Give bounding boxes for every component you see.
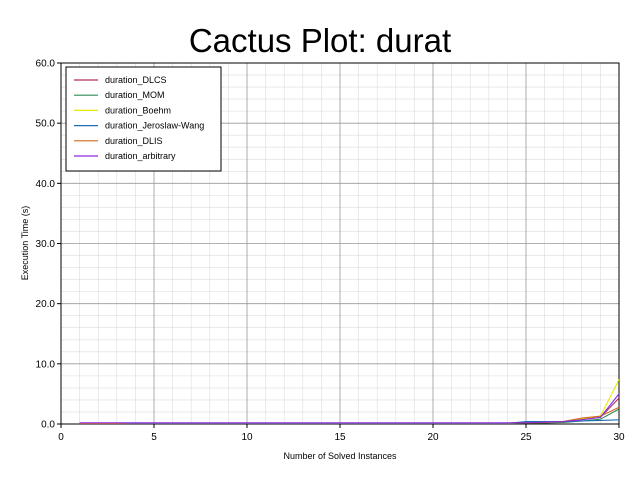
x-tick-label: 10 <box>241 432 253 443</box>
y-axis-label: Execution Time (s) <box>20 206 30 281</box>
legend-label: duration_DLIS <box>105 136 163 146</box>
y-axis-ticks: 0.0 10.0 20.0 30.0 40.0 50.0 60.0 <box>36 59 61 431</box>
y-tick-label: 60.0 <box>36 59 56 70</box>
legend-box <box>65 66 222 172</box>
legend-label: duration_Boehm <box>105 105 171 115</box>
y-tick-label: 10.0 <box>36 359 56 370</box>
y-tick-label: 30.0 <box>36 239 56 250</box>
x-tick-label: 15 <box>334 432 346 443</box>
x-tick-label: 5 <box>151 432 157 443</box>
series-lines <box>79 379 620 424</box>
y-tick-label: 0.0 <box>41 420 55 431</box>
chart-title: Cactus Plot: durat <box>189 22 451 59</box>
x-tick-label: 0 <box>58 432 64 443</box>
y-tick-label: 50.0 <box>36 119 56 130</box>
x-tick-label: 25 <box>520 432 532 443</box>
legend-label: duration_arbitrary <box>105 151 176 161</box>
x-tick-label: 30 <box>613 432 625 443</box>
legend-label: duration_Jeroslaw-Wang <box>105 121 204 131</box>
series-line <box>79 393 620 424</box>
y-tick-label: 40.0 <box>36 179 56 190</box>
legend-label: duration_MOM <box>105 90 165 100</box>
legend-label: duration_DLCS <box>105 75 167 85</box>
x-axis-label: Number of Solved Instances <box>283 451 397 461</box>
x-axis-ticks: 0 5 10 15 20 25 30 <box>58 424 625 443</box>
x-tick-label: 20 <box>427 432 439 443</box>
legend: duration_DLCS duration_MOM duration_Boehmd… <box>65 66 222 172</box>
y-tick-label: 20.0 <box>36 299 56 310</box>
